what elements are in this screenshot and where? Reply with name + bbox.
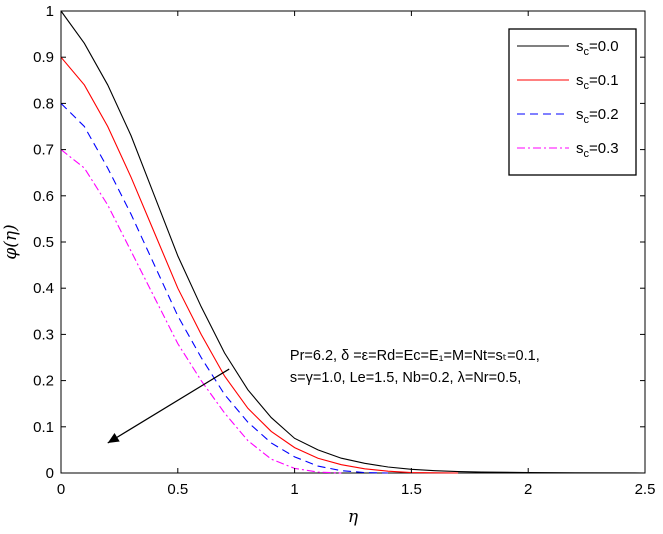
y-tick-label: 1	[46, 3, 54, 20]
y-tick-label: 0.5	[33, 234, 54, 251]
x-tick-label: 2	[524, 481, 532, 498]
parameter-annotation: Pr=6.2, δ =ε=Rd=Ec=E₁=M=Nt=sₜ=0.1, s=γ=1.…	[107, 348, 540, 444]
y-tick-label: 0.9	[33, 49, 54, 66]
y-tick-label: 0.6	[33, 188, 54, 205]
data-curves	[60, 10, 646, 474]
x-tick-label: 0.5	[167, 481, 188, 498]
series-line-2	[60, 103, 389, 474]
y-tick-label: 0.7	[33, 142, 54, 159]
x-tick-label: 1	[290, 481, 298, 498]
series-line-0	[60, 10, 646, 474]
y-tick-label: 0	[46, 465, 54, 482]
legend-box	[508, 28, 637, 176]
legend: sc=0.0 sc=0.1 sc=0.2 sc=0.3	[508, 28, 637, 176]
legend-label-1: sc=0.1	[576, 72, 619, 92]
series-line-1	[60, 56, 459, 474]
trend-arrow-head	[107, 432, 120, 443]
x-axis-label: η	[348, 507, 359, 527]
x-tick-label: 0	[57, 481, 65, 498]
legend-label-2: sc=0.2	[576, 106, 619, 126]
trend-arrow-shaft	[107, 368, 230, 444]
y-tick-label: 0.1	[33, 419, 54, 436]
x-tick-label: 2.5	[635, 481, 656, 498]
y-tick-label: 0.3	[33, 326, 54, 343]
annotation-line-2: s=γ=1.0, Le=1.5, Nb=0.2, λ=Nr=0.5,	[290, 370, 521, 386]
legend-label-3: sc=0.3	[576, 140, 619, 160]
legend-label-0: sc=0.0	[576, 38, 619, 58]
x-axis-ticks: 0 0.5 1 1.5 2 2.5	[57, 11, 656, 498]
annotation-line-1: Pr=6.2, δ =ε=Rd=Ec=E₁=M=Nt=sₜ=0.1,	[290, 348, 540, 364]
x-tick-label: 1.5	[401, 481, 422, 498]
y-axis-label: φ(η)	[1, 224, 21, 259]
y-axis-ticks: 0 0.1 0.2 0.3 0.4 0.5 0.6 0.7 0.8 0.9 1	[33, 3, 645, 482]
y-tick-label: 0.2	[33, 373, 54, 390]
y-tick-label: 0.4	[33, 280, 54, 297]
y-tick-label: 0.8	[33, 95, 54, 112]
